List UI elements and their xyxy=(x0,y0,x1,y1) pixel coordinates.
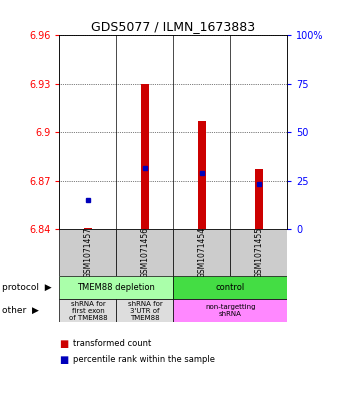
Text: shRNA for
first exon
of TMEM88: shRNA for first exon of TMEM88 xyxy=(69,301,107,321)
Bar xyxy=(141,84,149,229)
Bar xyxy=(198,121,206,229)
Text: GSM1071456: GSM1071456 xyxy=(140,227,149,278)
Text: transformed count: transformed count xyxy=(73,340,151,348)
Bar xyxy=(231,229,287,276)
Bar xyxy=(173,229,231,276)
Text: ■: ■ xyxy=(59,339,69,349)
Text: GSM1071455: GSM1071455 xyxy=(254,227,263,278)
Bar xyxy=(59,229,116,276)
Text: percentile rank within the sample: percentile rank within the sample xyxy=(73,355,215,364)
Bar xyxy=(59,276,173,299)
Text: GSM1071454: GSM1071454 xyxy=(198,227,206,278)
Bar xyxy=(116,299,173,322)
Text: control: control xyxy=(216,283,245,292)
Bar xyxy=(173,299,287,322)
Bar xyxy=(59,299,116,322)
Title: GDS5077 / ILMN_1673883: GDS5077 / ILMN_1673883 xyxy=(91,20,255,33)
Bar xyxy=(173,276,287,299)
Text: TMEM88 depletion: TMEM88 depletion xyxy=(78,283,155,292)
Text: GSM1071457: GSM1071457 xyxy=(84,227,92,278)
Text: protocol  ▶: protocol ▶ xyxy=(2,283,51,292)
Text: ■: ■ xyxy=(59,354,69,365)
Bar xyxy=(84,228,92,229)
Text: shRNA for
3'UTR of
TMEM88: shRNA for 3'UTR of TMEM88 xyxy=(128,301,162,321)
Bar xyxy=(116,229,173,276)
Text: other  ▶: other ▶ xyxy=(2,306,38,315)
Bar xyxy=(255,169,262,229)
Text: non-targetting
shRNA: non-targetting shRNA xyxy=(205,304,256,317)
